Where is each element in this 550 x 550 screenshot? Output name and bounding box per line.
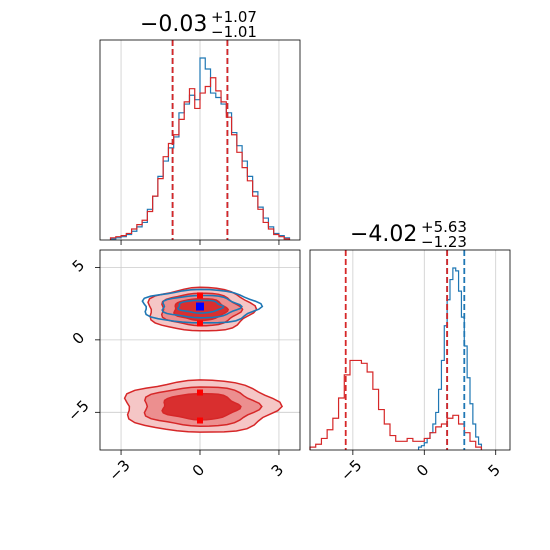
- hist-param-2-series-1: [309, 359, 483, 450]
- contour-panel-red-marker: [197, 320, 203, 327]
- contour-ytick-label: 0: [69, 329, 88, 348]
- contour-panel-blue-contour-inner: [176, 299, 225, 314]
- hist-param-2-series-0: [417, 267, 483, 450]
- contour-panel-red-marker: [197, 389, 203, 396]
- hist-param-1: [109, 40, 291, 240]
- contour-ytick-label: −5: [64, 397, 92, 425]
- contour-panel: [100, 250, 300, 450]
- contour-panel-blue-contour-mid: [161, 294, 243, 319]
- title-param-1-value: −0.03: [140, 12, 207, 37]
- title-param-2-upper: +5.63: [421, 218, 467, 236]
- title-param-2: −4.02 +5.63 −1.23: [350, 218, 467, 251]
- hist-param-1-series-1: [109, 77, 291, 240]
- contour-ytick-label: 5: [69, 256, 88, 275]
- title-param-1-lower: −1.01: [211, 23, 257, 41]
- title-param-2-lower: −1.23: [421, 233, 467, 251]
- contour-panel-blue-contour-outer: [141, 288, 264, 324]
- hist-param-2-frame: [309, 249, 511, 451]
- hist-param-2-xtick-label: 0: [413, 461, 432, 480]
- contour-panel-red-marker: [197, 292, 203, 299]
- hist-param-1-series-0: [109, 57, 291, 240]
- contour-xtick-label: −3: [105, 456, 133, 484]
- title-param-1: −0.03 +1.07 −1.01: [140, 8, 257, 41]
- contour-panel-red-marker: [197, 417, 203, 424]
- contour-panel-blue-mode-marker: [196, 302, 204, 311]
- contour-xtick-label: 0: [189, 461, 208, 480]
- contour-panel-red-contour-inner: [161, 393, 242, 421]
- contour-xtick-label: 3: [268, 461, 287, 480]
- hist-param-2-xtick-label: 5: [484, 461, 503, 480]
- hist-param-2-xtick-label: −5: [337, 456, 365, 484]
- hist-param-2: [309, 250, 497, 450]
- title-param-1-upper: +1.07: [211, 8, 257, 26]
- title-param-2-value: −4.02: [350, 222, 417, 247]
